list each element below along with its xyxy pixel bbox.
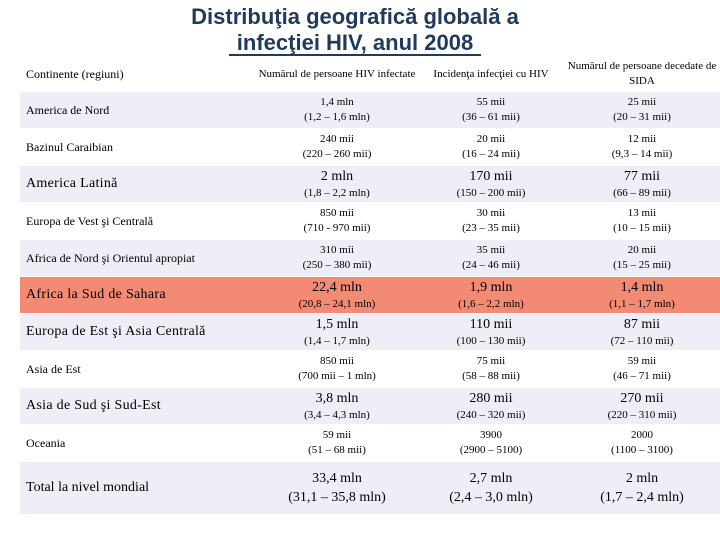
table-row: America de Nord 1,4 mln (1,2 – 1,6 mln) 5… [20,91,720,129]
deaths-cell: 270 mii (220 – 310 mii) [564,387,720,425]
deaths-cell: 59 mii (46 – 71 mii) [564,350,720,388]
deaths-cell: 77 mii (66 – 89 mii) [564,165,720,203]
infected-cell: 1,4 mln (1,2 – 1,6 mln) [256,91,418,129]
table-row: Bazinul Caraibian 240 mii (220 – 260 mii)… [20,128,720,166]
incidence-cell: 110 mii (100 – 130 mii) [418,313,564,351]
table-row: Africa de Nord şi Orientul apropiat 310 … [20,239,720,277]
header-deaths: Numărul de persoane decedate de SIDA [564,56,720,92]
region-name: Europa de Vest şi Centrală [20,202,256,240]
incidence-cell: 20 mii (16 – 24 mii) [418,128,564,166]
deaths-cell: 13 mii (10 – 15 mii) [564,202,720,240]
page-title: Distribuţia geografică globală a infecţi… [120,4,590,57]
table-row: Europa de Vest şi Centrală 850 mii (710 -… [20,202,720,240]
table-row: Oceania 59 mii (51 – 68 mii) 3900 (2900 – … [20,424,720,462]
incidence-cell: 3900 (2900 – 5100) [418,424,564,462]
region-name: Africa la Sud de Sahara [20,276,256,314]
infected-cell: 59 mii (51 – 68 mii) [256,424,418,462]
infected-cell: 850 mii (700 mii – 1 mln) [256,350,418,388]
incidence-cell: 1,9 mln (1,6 – 2,2 mln) [418,276,564,314]
incidence-cell: 280 mii (240 – 320 mii) [418,387,564,425]
table-row-total: Total la nivel mondial 33,4 mln (31,1 – 3… [20,461,720,515]
hiv-distribution-table: Continente (regiuni) Numărul de persoane… [20,56,720,515]
deaths-cell: 87 mii (72 – 110 mii) [564,313,720,351]
region-name: Asia de Sud şi Sud-Est [20,387,256,425]
deaths-cell: 25 mii (20 – 31 mii) [564,91,720,129]
table-row: Europa de Est şi Asia Centrală 1,5 mln (1… [20,313,720,351]
header-region: Continente (regiuni) [20,56,256,92]
infected-cell: 33,4 mln (31,1 – 35,8 mln) [256,461,418,515]
region-name: Asia de Est [20,350,256,388]
deaths-cell: 1,4 mln (1,1 – 1,7 mln) [564,276,720,314]
region-name: Total la nivel mondial [20,461,256,515]
table-row: Asia de Sud şi Sud-Est 3,8 mln (3,4 – 4,3… [20,387,720,425]
infected-cell: 240 mii (220 – 260 mii) [256,128,418,166]
table-row: Asia de Est 850 mii (700 mii – 1 mln) 75 … [20,350,720,388]
region-name: America Latină [20,165,256,203]
infected-cell: 310 mii (250 – 380 mii) [256,239,418,277]
table-row: America Latină 2 mln (1,8 – 2,2 mln) 170 … [20,165,720,203]
title-line-2: infecţiei HIV, anul 2008 [228,32,482,57]
infected-cell: 2 mln (1,8 – 2,2 mln) [256,165,418,203]
infected-cell: 3,8 mln (3,4 – 4,3 mln) [256,387,418,425]
deaths-cell: 20 mii (15 – 25 mii) [564,239,720,277]
deaths-cell: 2 mln (1,7 – 2,4 mln) [564,461,720,515]
incidence-cell: 55 mii (36 – 61 mii) [418,91,564,129]
region-name: Africa de Nord şi Orientul apropiat [20,239,256,277]
region-name: America de Nord [20,91,256,129]
region-name: Oceania [20,424,256,462]
title-line-1: Distribuţia geografică globală a [191,4,519,29]
incidence-cell: 170 mii (150 – 200 mii) [418,165,564,203]
deaths-cell: 2000 (1100 – 3100) [564,424,720,462]
table-header-row: Continente (regiuni) Numărul de persoane… [20,56,720,92]
region-name: Bazinul Caraibian [20,128,256,166]
infected-cell: 850 mii (710 - 970 mii) [256,202,418,240]
incidence-cell: 2,7 mln (2,4 – 3,0 mln) [418,461,564,515]
infected-cell: 22,4 mln (20,8 – 24,1 mln) [256,276,418,314]
region-name: Europa de Est şi Asia Centrală [20,313,256,351]
incidence-cell: 30 mii (23 – 35 mii) [418,202,564,240]
table-row-highlighted: Africa la Sud de Sahara 22,4 mln (20,8 – … [20,276,720,314]
header-infected: Numărul de persoane HIV infectate [256,56,418,92]
infected-cell: 1,5 mln (1,4 – 1,7 mln) [256,313,418,351]
header-incidence: Incidenţa infecţiei cu HIV [418,56,564,92]
incidence-cell: 35 mii (24 – 46 mii) [418,239,564,277]
deaths-cell: 12 mii (9,3 – 14 mii) [564,128,720,166]
incidence-cell: 75 mii (58 – 88 mii) [418,350,564,388]
